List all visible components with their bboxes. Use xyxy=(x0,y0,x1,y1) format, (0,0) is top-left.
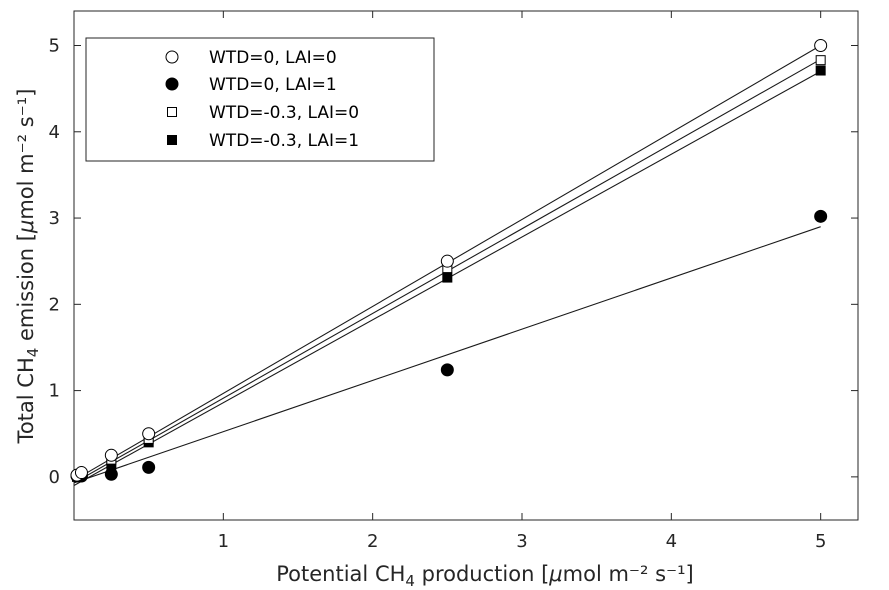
plot-area-border xyxy=(73,10,859,521)
legend-marker-2 xyxy=(167,107,177,117)
tick-marks xyxy=(74,11,858,520)
tick-labels: 1 2 3 4 5 0 1 2 3 4 5 xyxy=(49,36,827,552)
axes-frame xyxy=(73,10,859,521)
legend-label-2: WTD=-0.3, LAI=0 xyxy=(209,103,359,123)
data-point-series-1 xyxy=(142,460,156,474)
fit-line-series-1 xyxy=(73,226,821,484)
y-tick-label: 0 xyxy=(49,467,60,488)
legend: WTD=0, LAI=0 WTD=0, LAI=1 WTD=-0.3, LAI=0 W… xyxy=(85,37,435,162)
x-tick-label: 1 xyxy=(218,531,229,552)
legend-marker-0 xyxy=(165,50,179,64)
legend-label-0: WTD=0, LAI=0 xyxy=(209,48,337,68)
data-point-series-1 xyxy=(104,467,118,481)
y-tick-label: 1 xyxy=(49,381,60,402)
data-point-series-3 xyxy=(815,65,826,76)
data-point-series-1 xyxy=(814,209,828,223)
data-point-series-0 xyxy=(104,448,118,462)
legend-box xyxy=(85,37,435,162)
y-tick-label: 2 xyxy=(49,294,60,315)
x-tick-label: 2 xyxy=(367,531,378,552)
legend-label-3: WTD=-0.3, LAI=1 xyxy=(209,131,359,151)
x-axis-label: Potential CH4 production [μmol m⁻² s⁻¹] xyxy=(276,562,693,590)
y-tick-label: 5 xyxy=(49,36,60,57)
data-point-series-0 xyxy=(74,466,88,480)
data-point-series-1 xyxy=(440,363,454,377)
y-tick-label: 3 xyxy=(49,208,60,229)
x-tick-label: 4 xyxy=(666,531,677,552)
legend-marker-1 xyxy=(165,77,179,91)
data-point-series-3 xyxy=(442,272,453,283)
data-point-series-0 xyxy=(142,427,156,441)
data-point-series-0 xyxy=(814,39,828,53)
x-tick-label: 3 xyxy=(516,531,527,552)
x-tick-label: 5 xyxy=(815,531,826,552)
data-point-series-0 xyxy=(440,254,454,268)
y-axis-label: Total CH4 emission [μmol m⁻² s⁻¹] xyxy=(14,89,42,445)
legend-label-1: WTD=0, LAI=1 xyxy=(209,75,337,95)
data-point-series-2 xyxy=(815,55,826,66)
legend-marker-3 xyxy=(167,135,177,145)
data-points xyxy=(70,39,828,483)
y-tick-label: 4 xyxy=(49,122,60,143)
